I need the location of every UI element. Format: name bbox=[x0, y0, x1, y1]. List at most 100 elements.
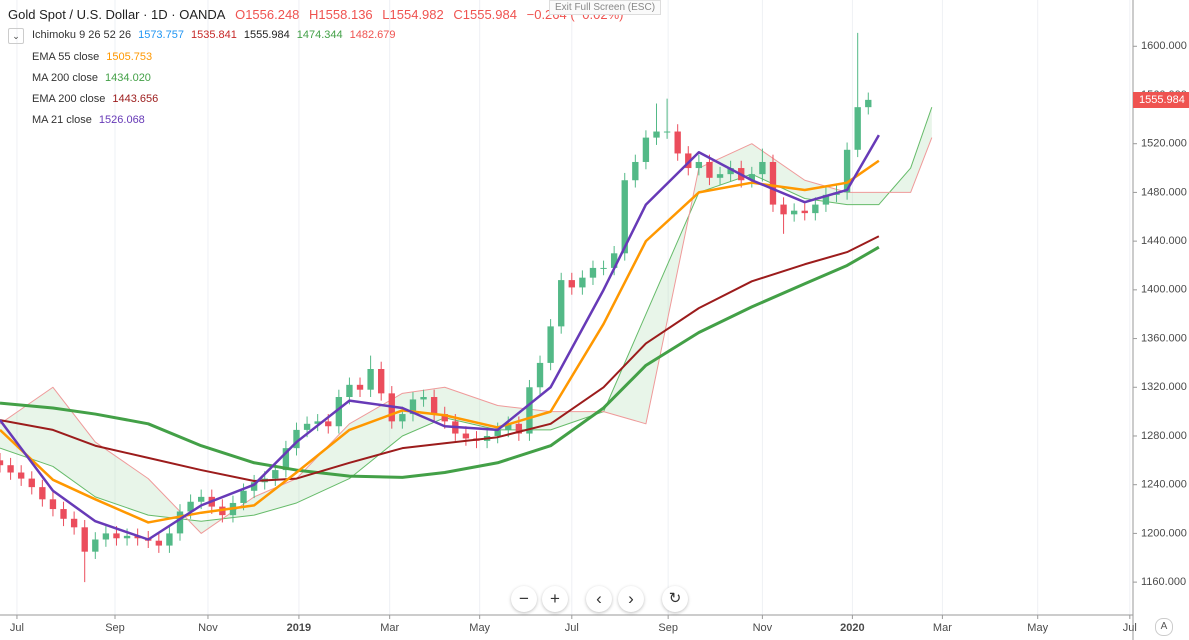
candle-body bbox=[7, 465, 14, 473]
candle-body bbox=[812, 204, 819, 214]
reset-chart[interactable]: ↻ bbox=[662, 586, 688, 612]
indicator-name: Ichimoku 9 26 52 26 bbox=[32, 29, 132, 41]
ichimoku-span-a bbox=[0, 107, 933, 522]
collapse-legend[interactable]: ⌄ bbox=[8, 28, 24, 44]
candle-body bbox=[653, 131, 660, 138]
candle-body bbox=[346, 384, 353, 398]
candle-body bbox=[123, 535, 131, 539]
indicator-row: MA 21 close 1526.068 bbox=[32, 114, 152, 126]
y-tick-label: 1280.000 bbox=[1141, 430, 1187, 442]
indicator-name: MA 200 close bbox=[32, 72, 99, 84]
candle-body bbox=[769, 161, 777, 205]
candle-body bbox=[716, 174, 724, 178]
candle-body bbox=[430, 397, 438, 415]
candle-body bbox=[356, 384, 364, 390]
candle-body bbox=[822, 194, 830, 205]
zoom-out[interactable]: − bbox=[511, 586, 537, 612]
indicator-value: 1443.656 bbox=[112, 93, 159, 105]
candle-body bbox=[18, 472, 25, 479]
candle-body bbox=[589, 267, 597, 278]
indicator-row: EMA 200 close 1443.656 bbox=[32, 93, 165, 105]
x-tick-label: May bbox=[469, 622, 490, 634]
y-tick-label: 1400.000 bbox=[1141, 284, 1187, 296]
candle-body bbox=[282, 448, 290, 471]
y-tick-label: 1440.000 bbox=[1141, 235, 1187, 247]
ohlc-open: O1556.248 bbox=[235, 7, 300, 22]
candle-body bbox=[790, 210, 798, 215]
candle-body bbox=[865, 99, 872, 108]
candle-body bbox=[558, 280, 565, 327]
indicator-value: 1526.068 bbox=[98, 114, 145, 126]
indicator-line bbox=[0, 235, 880, 483]
indicator-value: 1505.753 bbox=[106, 51, 153, 63]
indicator-row: MA 200 close 1434.020 bbox=[32, 72, 158, 84]
candle-body bbox=[166, 533, 173, 546]
auto-scale[interactable]: A bbox=[1155, 618, 1173, 636]
indicator-value: 1434.020 bbox=[105, 72, 151, 84]
x-tick-label: Sep bbox=[105, 622, 125, 634]
candle-body bbox=[102, 533, 110, 540]
candle-body bbox=[198, 496, 205, 502]
candle-body bbox=[272, 470, 279, 479]
candle-body bbox=[250, 482, 258, 491]
candle-body bbox=[462, 433, 470, 439]
axes: 1160.000 1200.000 1240.000 1280.000 1320.000… bbox=[10, 40, 1187, 634]
candle-body bbox=[685, 153, 692, 169]
indicator-value: 1555.984 bbox=[243, 29, 290, 41]
candle-body bbox=[642, 137, 650, 162]
candle-body bbox=[759, 161, 766, 175]
candle-body bbox=[303, 423, 311, 430]
candle-body bbox=[325, 421, 332, 427]
candle-body bbox=[536, 362, 544, 388]
zoom-in[interactable]: + bbox=[542, 586, 568, 612]
y-tick-label: 1160.000 bbox=[1141, 576, 1186, 588]
candle-body bbox=[568, 280, 575, 288]
candle-body bbox=[420, 397, 427, 400]
candle-body bbox=[505, 423, 512, 430]
plot bbox=[0, 32, 933, 583]
scroll-left[interactable]: ‹ bbox=[586, 586, 612, 612]
indicator-value: 1482.679 bbox=[349, 29, 396, 41]
candle-body bbox=[674, 131, 681, 154]
candle-body bbox=[621, 180, 628, 254]
candle-body bbox=[399, 414, 406, 422]
x-tick-label: 2019 bbox=[287, 622, 311, 634]
y-tick-label: 1240.000 bbox=[1141, 479, 1187, 491]
candle-body bbox=[663, 131, 671, 133]
indicator-line bbox=[0, 159, 880, 524]
candle-body bbox=[579, 277, 586, 288]
ichimoku-cloud bbox=[0, 107, 932, 534]
candle-body bbox=[706, 161, 713, 178]
x-tick-label: 2020 bbox=[840, 622, 864, 634]
symbol: Gold Spot / U.S. Dollar · 1D · OANDA bbox=[8, 7, 226, 22]
y-tick-label: 1200.000 bbox=[1141, 527, 1187, 539]
x-tick-label: Nov bbox=[198, 622, 218, 634]
candle-body bbox=[28, 478, 35, 488]
exit-full-screen[interactable]: Exit Full Screen (ESC) bbox=[549, 0, 662, 15]
candle-body bbox=[610, 253, 618, 268]
candle-body bbox=[49, 499, 57, 510]
candle-body bbox=[801, 210, 808, 214]
x-tick-label: May bbox=[1027, 622, 1048, 634]
candle-body bbox=[39, 487, 46, 500]
last-price-label: 1555.984 bbox=[1133, 91, 1189, 108]
candle-body bbox=[843, 149, 851, 193]
candle-body bbox=[780, 204, 787, 215]
y-tick-label: 1320.000 bbox=[1141, 381, 1187, 393]
ohlc-close: C1555.984 bbox=[453, 7, 517, 22]
candle-body bbox=[600, 267, 607, 269]
indicator-value: 1573.757 bbox=[138, 29, 184, 41]
candle-body bbox=[113, 533, 120, 539]
candle-body bbox=[409, 399, 417, 415]
indicator-row: Ichimoku 9 26 52 26 1573.757 1535.841 1555.… bbox=[32, 29, 403, 41]
candle-body bbox=[81, 527, 88, 552]
x-tick-label: Mar bbox=[933, 622, 952, 634]
y-tick-label: 1360.000 bbox=[1141, 332, 1187, 344]
candle-body bbox=[494, 429, 501, 436]
candle-body bbox=[240, 490, 247, 503]
scroll-right[interactable]: › bbox=[618, 586, 644, 612]
candle-body bbox=[0, 460, 4, 466]
ohlc-low: L1554.982 bbox=[382, 7, 444, 22]
header: Gold Spot / U.S. Dollar · 1D · OANDA O15… bbox=[8, 7, 629, 22]
